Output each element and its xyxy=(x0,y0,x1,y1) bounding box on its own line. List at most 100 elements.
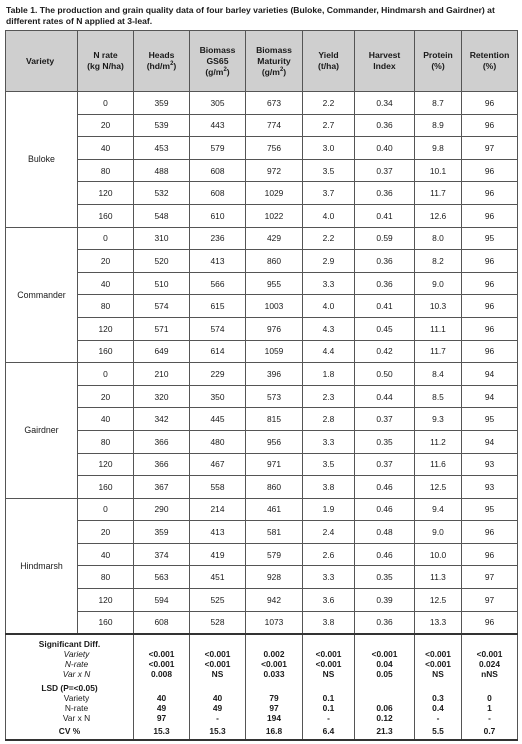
table-row: 40 453 579 756 3.0 0.40 9.8 97 xyxy=(6,136,518,160)
table-cell: 0.12 xyxy=(354,713,415,724)
table-cell: 396 xyxy=(245,362,303,386)
table-cell xyxy=(189,679,246,694)
significance-row-label: Var x N xyxy=(5,669,134,680)
table-cell: 0.1 xyxy=(302,693,355,704)
table-row: 40 342 445 815 2.8 0.37 9.3 95 xyxy=(6,407,518,431)
table-cell: 0.35 xyxy=(354,565,415,590)
table-cell: 95 xyxy=(461,226,518,251)
table-cell: 160 xyxy=(77,203,134,228)
table-cell: 1.9 xyxy=(302,497,355,522)
header-heads-line1: Heads xyxy=(148,50,175,60)
table-cell: <0.001 xyxy=(414,659,462,670)
table-row: 20 539 443 774 2.7 0.36 8.9 96 xyxy=(6,113,518,138)
table-cell: - xyxy=(414,713,462,724)
table-cell: 160 xyxy=(77,339,134,364)
significance-row: Variety <0.001 <0.001 0.002 <0.001 <0.001 <0.0… xyxy=(5,649,518,660)
table-cell: 40 xyxy=(77,271,134,296)
table-cell: 525 xyxy=(189,588,246,612)
table-cell: 40 xyxy=(189,693,246,704)
table-cell: <0.001 xyxy=(133,659,190,670)
table-cell: 0.44 xyxy=(354,384,415,409)
table-cell: 95 xyxy=(461,497,518,522)
table-cell: 815 xyxy=(245,407,303,431)
table-cell: 2.6 xyxy=(302,542,355,567)
table-cell: 1.8 xyxy=(302,362,355,386)
table-cell: 20 xyxy=(77,520,134,544)
table-cell: 0.42 xyxy=(354,339,415,364)
table-cell xyxy=(133,633,190,650)
table-cell: 0.45 xyxy=(354,316,415,341)
table-cell: 4.4 xyxy=(302,339,355,364)
significance-title-row: Significant Diff. xyxy=(5,633,518,650)
table-cell: 1 xyxy=(461,703,518,714)
table-cell: 0.05 xyxy=(354,669,415,680)
table-cell: 366 xyxy=(133,429,190,454)
table-cell: 40 xyxy=(133,693,190,704)
table-cell: 956 xyxy=(245,429,303,454)
table-cell: 413 xyxy=(189,520,246,544)
header-maturity-line1: Biomass xyxy=(256,44,292,55)
table-cell: 539 xyxy=(133,113,190,138)
table-cell: 80 xyxy=(77,158,134,183)
table-row: 80 488 608 972 3.5 0.37 10.1 96 xyxy=(6,158,518,183)
table-cell: 520 xyxy=(133,249,190,273)
table-cell: 0.008 xyxy=(133,669,190,680)
table-cell: 0.39 xyxy=(354,588,415,612)
table-cell: - xyxy=(302,713,355,724)
table-cell: 160 xyxy=(77,475,134,499)
table-cell: 860 xyxy=(245,475,303,499)
table-cell: 120 xyxy=(77,588,134,612)
table-cell: 9.3 xyxy=(414,407,462,431)
table-cell: 2.8 xyxy=(302,407,355,431)
table-cell xyxy=(354,679,415,694)
table-cell: 16.8 xyxy=(245,723,303,742)
table-cell: 0.59 xyxy=(354,226,415,251)
table-cell: 4.0 xyxy=(302,294,355,318)
significance-row: Var x N 0.008 NS 0.033 NS 0.05 NS nNS xyxy=(5,669,518,680)
table-cell: 96 xyxy=(461,294,518,318)
table-cell: 528 xyxy=(189,610,246,635)
table-cell: 774 xyxy=(245,113,303,138)
table-row: 120 571 574 976 4.3 0.45 11.1 96 xyxy=(6,316,518,341)
table-cell: 0.50 xyxy=(354,362,415,386)
table-cell: 12.5 xyxy=(414,475,462,499)
header-protein-line1: Protein xyxy=(423,50,453,60)
table-cell: 2.2 xyxy=(302,226,355,251)
variety-name-cell: Gairdner xyxy=(5,362,78,499)
table-cell: 548 xyxy=(133,203,190,228)
table-cell: 0.37 xyxy=(354,452,415,477)
table-cell: 0.002 xyxy=(245,649,303,660)
table-cell: 3.7 xyxy=(302,181,355,205)
table-row: 80 574 615 1003 4.0 0.41 10.3 96 xyxy=(6,294,518,318)
table-cell: 5.5 xyxy=(414,723,462,742)
table-cell: 9.4 xyxy=(414,497,462,522)
table-cell: NS xyxy=(302,669,355,680)
table-row: 20 520 413 860 2.9 0.36 8.2 96 xyxy=(6,249,518,273)
table-cell xyxy=(189,633,246,650)
table-cell: 320 xyxy=(133,384,190,409)
table-row: Commander 0 310 236 429 2.2 0.59 8.0 95 xyxy=(5,226,518,364)
table-cell: NS xyxy=(189,669,246,680)
table-cell: 581 xyxy=(245,520,303,544)
header-variety-text: Variety xyxy=(26,55,55,66)
table-cell xyxy=(302,633,355,650)
table-cell: 429 xyxy=(245,226,303,251)
table-cell: 374 xyxy=(133,542,190,567)
table-cell: <0.001 xyxy=(133,649,190,660)
table-cell: 305 xyxy=(189,91,246,115)
table-cell: 608 xyxy=(189,181,246,205)
header-heads-sup: 2 xyxy=(170,61,174,68)
header-nrate-line2: (kg N/ha) xyxy=(87,61,124,71)
table-cell: 194 xyxy=(245,713,303,724)
table-cell: 566 xyxy=(189,271,246,296)
header-biomass-maturity: Biomass Maturity (g/m2) xyxy=(245,30,303,92)
significance-title-row-label: Significant Diff. xyxy=(5,633,134,650)
table-row: 160 548 610 1022 4.0 0.41 12.6 96 xyxy=(6,203,518,228)
table-cell xyxy=(461,679,518,694)
table-row: 160 367 558 860 3.8 0.46 12.5 93 xyxy=(6,475,518,499)
table-cell: 0.37 xyxy=(354,158,415,183)
table-cell: 229 xyxy=(189,362,246,386)
table-cell: 359 xyxy=(133,91,190,115)
table-row: 160 608 528 1073 3.8 0.36 13.3 96 xyxy=(6,610,518,635)
header-hi-line2: Index xyxy=(373,61,396,71)
